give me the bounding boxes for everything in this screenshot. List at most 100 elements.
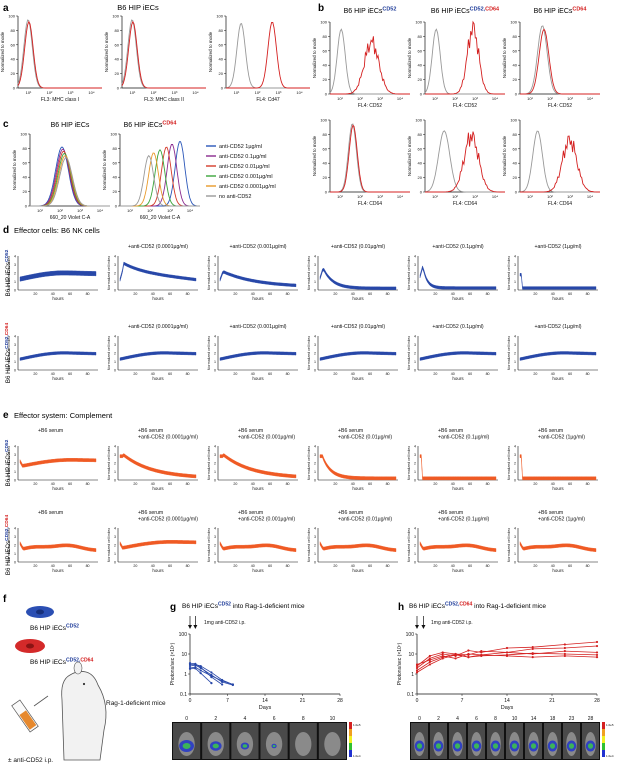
column-label: +anti-CD52 (0.001µg/ml) (238, 517, 295, 523)
kinetics-band (519, 273, 597, 290)
kinetics-band (219, 270, 297, 288)
y-axis-label: Normalized to mode (312, 135, 317, 176)
x-tick-label: 20 (433, 564, 437, 568)
x-tick-label: 10² (547, 194, 553, 199)
signal-core (212, 743, 219, 749)
x-tick-label: 20 (533, 292, 537, 296)
signal-core (587, 743, 594, 749)
x-tick-label: 40 (251, 564, 255, 568)
y-tick-label: 0 (114, 479, 116, 483)
y-tick-label: 3 (414, 535, 416, 539)
y-axis-label: Normalized cell index (507, 336, 511, 370)
x-tick-label: 20 (33, 372, 37, 376)
data-point (199, 669, 202, 672)
y-axis-label: Normalized cell index (307, 446, 311, 480)
signal-core (416, 743, 423, 749)
y-tick-label: 4 (514, 527, 516, 531)
kinetics-plot: 0 1 2 3 4 20 40 60 80 hours Normalized cell index (207, 255, 298, 301)
x-axis-label: FL4: CD52 (453, 103, 477, 109)
column-label: +anti-CD52 (0.01µg/ml) (331, 324, 385, 330)
y-tick-label: 60 (513, 48, 518, 53)
row-label: B6 HIP iECsCD52,CD64 (4, 323, 12, 384)
y-tick-label: 40 (115, 57, 120, 62)
arrow-head (193, 625, 198, 629)
x-tick-label: 60 (268, 292, 272, 296)
label-superscript: CD52, (445, 602, 460, 608)
panel-e-header: Effector system: Complement (14, 411, 113, 420)
label-suffix: into Rag-1-deficient mice (231, 603, 305, 610)
column-label: +anti-CD52 (0.1µg/ml) (432, 324, 484, 330)
bioluminescence-chart: B6 HIP iECsCD52 into Rag-1-deficient mic… (170, 602, 361, 760)
panel-c-title: B6 HIP iECs (51, 122, 90, 129)
y-tick-label: 80 (323, 132, 328, 137)
image-day-label: 18 (550, 716, 556, 722)
signal-core (492, 743, 499, 749)
x-tick-label: 20 (233, 482, 237, 486)
y-axis-label: Normalized to mode (502, 135, 507, 176)
x-axis-label: hours (552, 486, 564, 491)
data-point (188, 664, 192, 668)
panel-d-header: Effector cells: B6 NK cells (14, 226, 100, 235)
x-axis-label: hours (52, 568, 64, 573)
y-tick-label: 1 (414, 470, 416, 474)
x-axis-label: FL4: CD64 (358, 201, 382, 207)
label-base: B6 HIP iECs (5, 541, 12, 575)
arrow-head (421, 625, 426, 629)
data-point (531, 655, 534, 659)
y-tick-label: 0 (414, 561, 416, 565)
kinetics-plot: 0 1 2 3 4 20 40 60 80 hours Normalized cell index (407, 255, 498, 301)
y-tick-label: 80 (418, 132, 423, 137)
x-axis-label: Days (501, 705, 514, 711)
image-day-label: 0 (418, 716, 421, 722)
y-axis-label: Normalized to mode (312, 37, 317, 78)
label-superscript: CD64 (4, 323, 10, 336)
column-label: +anti-CD52 (0.1µg/ml) (438, 517, 490, 523)
chart-annotation: 1mg anti-CD52 i.p. (204, 620, 246, 626)
x-tick-label: 21 (300, 698, 306, 704)
x-tick-label: 60 (168, 482, 172, 486)
kinetics-band (219, 540, 297, 552)
kinetics-band (19, 351, 97, 361)
column-label: +B6 serum (38, 428, 63, 434)
x-tick-label: 10² (147, 208, 153, 213)
panel-b-title: B6 HIP iECsCD64 (534, 7, 587, 15)
data-point (441, 657, 444, 660)
panel-b-title: B6 HIP iECsCD52,CD64 (431, 7, 499, 15)
x-axis-label: hours (152, 486, 164, 491)
x-tick-label: 40 (251, 372, 255, 376)
x-tick-label: 10² (357, 96, 363, 101)
legend-label: anti-CD52 0.001µg/ml (219, 174, 273, 180)
legend-label: anti-CD52 0.0001µg/ml (219, 184, 276, 190)
x-tick-label: 40 (551, 292, 555, 296)
column-label: +anti-CD52 (0.001µg/ml) (229, 324, 286, 330)
y-tick-label: 3 (514, 535, 516, 539)
colorbar-max-label: 1.0e5 (606, 723, 614, 727)
x-tick-label: 20 (133, 564, 137, 568)
x-tick-label: 10¹ (37, 208, 43, 213)
data-point (221, 679, 224, 683)
y-tick-label: 0.1 (180, 692, 187, 698)
y-tick-label: 0 (214, 561, 216, 565)
y-tick-label: 2 (514, 462, 516, 466)
x-axis-label: FL4: CD52 (358, 103, 382, 109)
y-axis-label: Normalized cell index (107, 446, 111, 480)
data-point (199, 666, 202, 669)
histogram-curve (120, 144, 200, 207)
x-tick-label: 60 (268, 372, 272, 376)
column-label: +anti-CD52 (0.001µg/ml) (238, 435, 295, 441)
data-point (531, 652, 534, 655)
y-tick-label: 0 (314, 561, 316, 565)
y-tick-label: 2 (214, 352, 216, 356)
y-axis-label: Normalized cell index (407, 256, 411, 290)
y-axis-label: Normalized cell index (307, 256, 311, 290)
series-line (416, 641, 598, 669)
y-tick-label: 1 (514, 360, 516, 364)
y-tick-label: 20 (113, 189, 118, 194)
y-tick-label: 3 (214, 453, 216, 457)
histogram-plot: 0 20 40 60 80 100 10¹ 10² 10³ 10⁴ FL4: CD52 Normali… (312, 20, 410, 109)
y-tick-label: 1 (114, 552, 116, 556)
y-tick-label: 0 (114, 561, 116, 565)
x-tick-label: 0 (416, 698, 419, 704)
